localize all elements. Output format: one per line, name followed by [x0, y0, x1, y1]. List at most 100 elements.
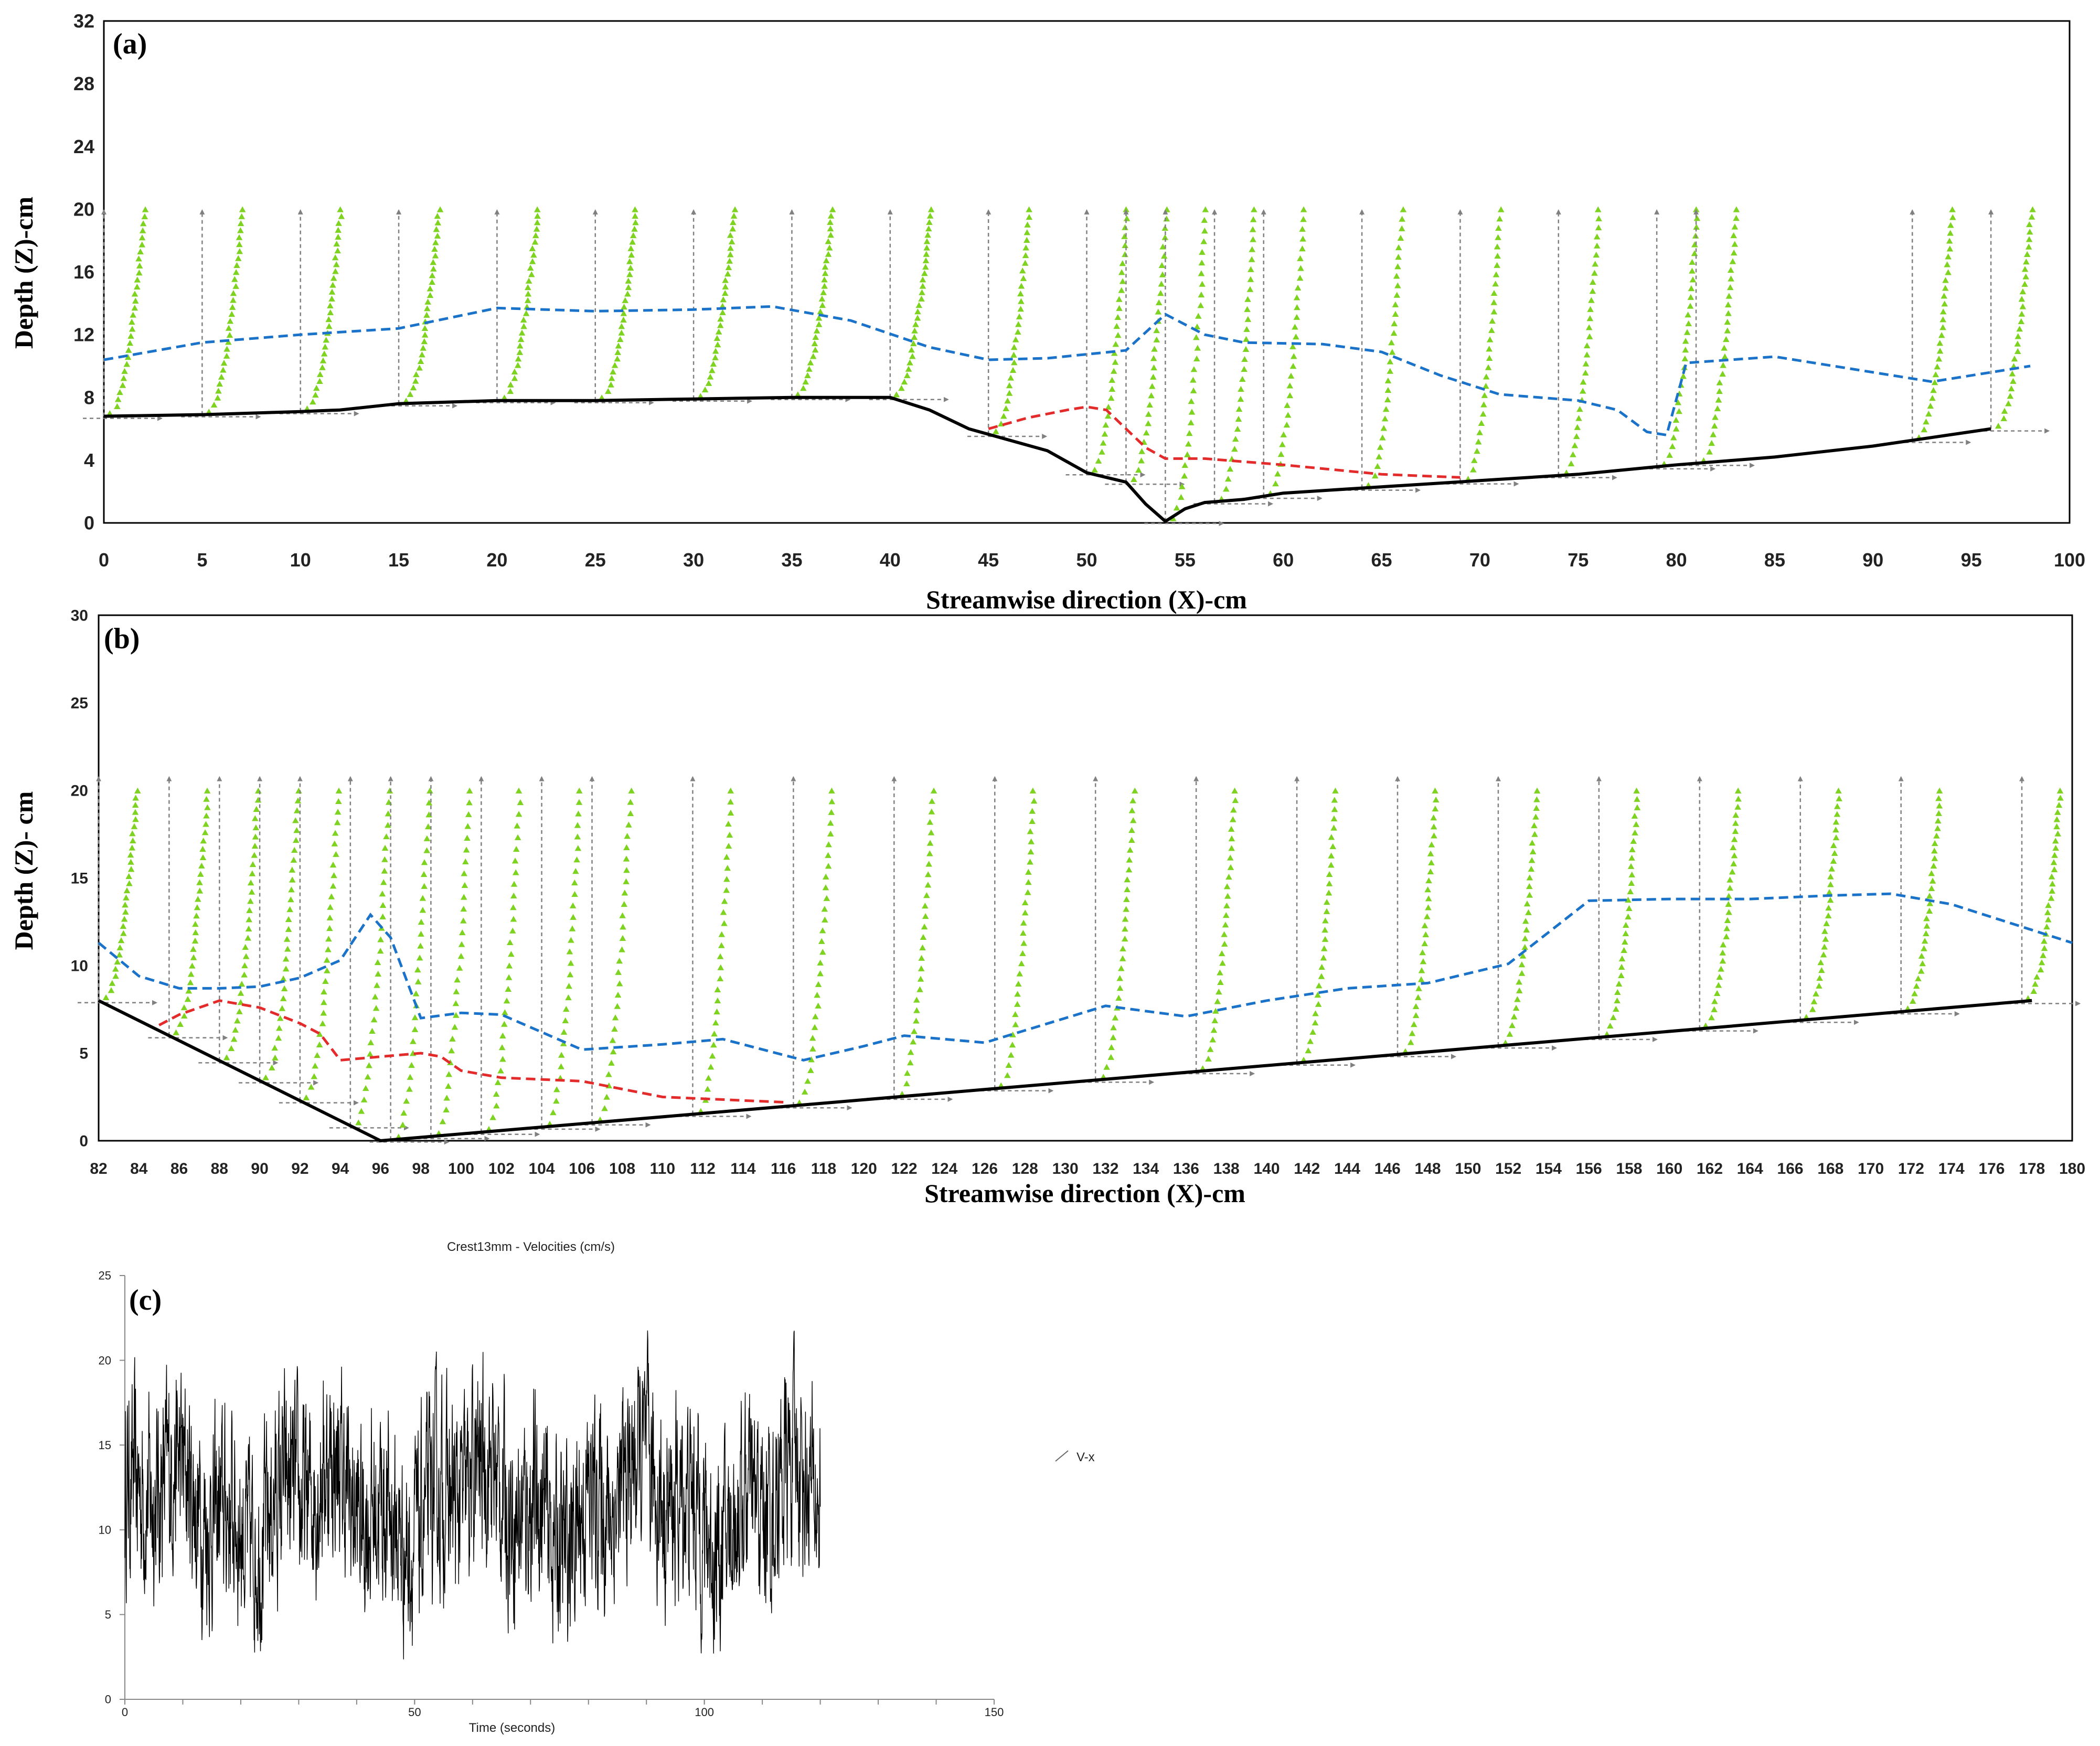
velocity-marker: [131, 823, 138, 829]
velocity-marker: [362, 1085, 369, 1091]
velocity-marker: [190, 946, 197, 952]
velocity-marker: [1618, 955, 1626, 961]
velocity-marker: [461, 882, 468, 888]
velocity-marker: [332, 254, 339, 261]
velocity-marker: [903, 1080, 910, 1087]
velocity-marker: [434, 219, 442, 226]
velocity-marker: [417, 942, 424, 949]
velocity-marker: [1029, 787, 1037, 794]
velocity-marker: [420, 871, 428, 877]
velocity-marker: [255, 787, 262, 794]
velocity-marker: [223, 352, 230, 359]
velocity-marker: [1711, 422, 1718, 429]
velocity-marker: [1201, 228, 1208, 234]
velocity-marker: [1595, 215, 1602, 221]
velocity-marker: [280, 975, 287, 982]
velocity-marker: [381, 856, 388, 862]
x-tick-label: 138: [1213, 1160, 1240, 1177]
velocity-marker: [1721, 353, 1729, 360]
panel-c-series: [124, 1330, 821, 1659]
velocity-marker: [1721, 345, 1728, 351]
velocity-marker: [1123, 215, 1131, 221]
velocity-marker: [2018, 296, 2026, 302]
velocity-marker: [1949, 206, 1956, 212]
velocity-marker: [372, 1005, 380, 1011]
velocity-marker: [131, 305, 138, 311]
x-tick-label: 30: [683, 549, 704, 571]
panel-b-axes: 82 84 86 88 90 92 94 96 98 100 102 104 106 108 110 112 1…: [71, 607, 2085, 1178]
velocity-marker: [1479, 411, 1487, 417]
velocity-marker: [1726, 876, 1733, 883]
velocity-marker: [1103, 1064, 1110, 1070]
velocity-marker: [717, 315, 724, 322]
velocity-marker: [1692, 206, 1700, 212]
velocity-marker: [1934, 817, 1942, 824]
velocity-marker: [194, 904, 201, 911]
velocity-marker: [1374, 463, 1381, 469]
velocity-marker: [400, 1109, 408, 1116]
velocity-marker: [407, 391, 414, 397]
velocity-marker: [1931, 840, 1938, 847]
velocity-marker: [523, 310, 530, 316]
velocity-marker: [323, 337, 329, 343]
velocity-marker: [814, 992, 820, 998]
velocity-marker: [603, 1094, 610, 1100]
velocity-marker: [425, 799, 433, 806]
x-tick-label: 98: [412, 1160, 430, 1177]
velocity-marker: [1148, 392, 1155, 399]
velocity-marker: [138, 234, 146, 241]
velocity-marker: [123, 894, 130, 901]
velocity-marker: [1685, 320, 1692, 327]
velocity-marker: [449, 1035, 456, 1042]
velocity-marker: [1328, 834, 1335, 840]
velocity-marker: [627, 810, 634, 817]
velocity-marker: [1293, 334, 1299, 340]
velocity-marker: [126, 880, 133, 886]
velocity-marker: [1936, 787, 1943, 794]
y-tick-label: 10: [99, 1524, 111, 1537]
velocity-marker: [1124, 886, 1131, 893]
velocity-marker: [429, 272, 436, 278]
velocity-marker: [1816, 974, 1823, 981]
velocity-marker: [430, 259, 436, 265]
velocity-marker: [1122, 916, 1129, 922]
velocity-marker: [1609, 1014, 1617, 1021]
velocity-marker: [1627, 888, 1634, 894]
velocity-marker: [1732, 820, 1739, 826]
velocity-marker: [1825, 912, 1832, 918]
velocity-marker: [1732, 828, 1739, 834]
velocity-marker: [1015, 328, 1021, 335]
velocity-marker: [909, 353, 916, 359]
velocity-marker: [1115, 994, 1122, 1001]
separation-dashed-line: [988, 405, 1461, 479]
velocity-marker: [533, 226, 540, 232]
velocity-marker: [1198, 259, 1206, 266]
velocity-marker: [202, 821, 209, 827]
velocity-marker: [203, 812, 210, 819]
velocity-marker: [818, 295, 826, 302]
velocity-marker: [570, 914, 577, 920]
velocity-marker: [807, 1067, 814, 1073]
velocity-marker: [234, 255, 242, 261]
velocity-marker: [923, 251, 930, 257]
velocity-marker: [1926, 907, 1933, 914]
velocity-marker: [828, 809, 835, 815]
velocity-marker: [1017, 290, 1024, 297]
velocity-marker: [828, 798, 836, 805]
velocity-marker: [621, 890, 628, 896]
velocity-marker: [1000, 413, 1007, 419]
velocity-marker: [1934, 363, 1941, 370]
velocity-marker: [1490, 290, 1498, 296]
velocity-marker: [419, 907, 427, 913]
velocity-marker: [1112, 341, 1120, 347]
velocity-marker: [2007, 393, 2014, 399]
x-tick-label: 100: [2054, 549, 2085, 571]
x-tick-label: 100: [695, 1706, 714, 1719]
velocity-marker: [1724, 318, 1731, 325]
panel-c-legend: V-x: [1055, 1450, 1095, 1464]
velocity-marker: [332, 268, 339, 274]
velocity-marker: [731, 206, 739, 212]
velocity-marker: [330, 275, 337, 281]
x-tick-label: 95: [1961, 549, 1982, 571]
velocity-marker: [821, 283, 828, 289]
